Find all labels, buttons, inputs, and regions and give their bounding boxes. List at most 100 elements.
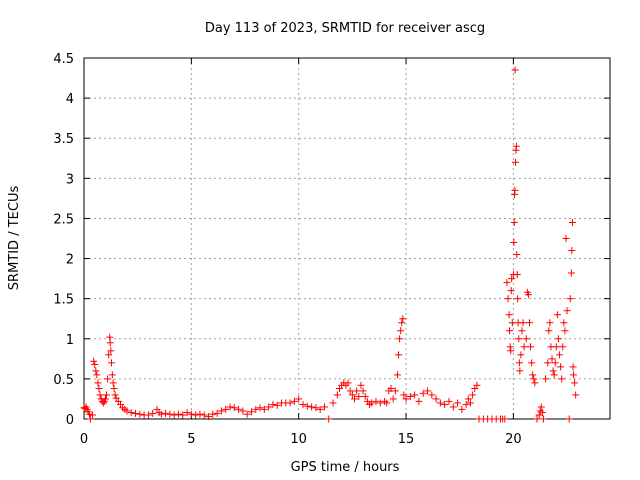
data-point: [344, 379, 352, 387]
data-point: [226, 403, 234, 411]
x-axis-label: GPS time / hours: [291, 460, 400, 475]
data-point: [95, 385, 103, 393]
data-point: [351, 395, 359, 403]
data-point: [372, 397, 380, 405]
data-point: [462, 401, 470, 409]
data-point: [507, 287, 515, 295]
data-point: [269, 401, 277, 409]
data-point: [127, 409, 135, 417]
data-point: [504, 295, 512, 303]
data-point: [213, 409, 221, 417]
data-point: [389, 395, 397, 403]
data-point: [183, 409, 191, 417]
data-point: [419, 389, 427, 397]
data-point: [91, 360, 99, 368]
data-point: [512, 158, 520, 166]
data-point: [346, 387, 354, 395]
y-tick-label: 0: [66, 413, 74, 428]
x-tick-label: 10: [290, 432, 307, 447]
data-point: [94, 379, 102, 387]
data-point: [517, 351, 525, 359]
data-point: [260, 405, 268, 413]
data-point: [290, 397, 298, 405]
data-point: [514, 295, 522, 303]
data-point: [424, 387, 432, 395]
data-point: [123, 407, 131, 415]
data-point: [527, 343, 535, 351]
y-tick-label: 1: [66, 333, 74, 348]
data-point: [473, 381, 481, 389]
y-tick-label: 0.5: [53, 373, 74, 388]
data-point: [520, 343, 528, 351]
data-point: [512, 142, 520, 150]
data-point: [549, 367, 557, 375]
data-point: [398, 319, 406, 327]
points-layer: [80, 66, 580, 423]
data-point: [524, 291, 532, 299]
data-point: [387, 385, 395, 393]
data-point: [510, 218, 518, 226]
data-point: [93, 371, 101, 379]
data-point: [235, 405, 243, 413]
data-point: [519, 319, 527, 327]
data-point: [192, 411, 200, 419]
y-tick-label: 3: [66, 172, 74, 187]
data-point: [89, 411, 97, 419]
data-point: [510, 239, 518, 247]
data-point: [230, 404, 238, 412]
data-point: [464, 395, 472, 403]
data-point: [217, 407, 225, 415]
plot-frame: [83, 57, 611, 420]
data-point: [506, 327, 514, 335]
data-point: [511, 66, 519, 74]
y-tick-label: 4.5: [53, 52, 74, 67]
data-point: [92, 367, 100, 375]
data-point: [396, 335, 404, 343]
data-point: [325, 415, 333, 423]
data-point: [466, 399, 474, 407]
data-point: [393, 371, 401, 379]
data-point: [511, 186, 519, 194]
data-point: [563, 307, 571, 315]
data-point: [96, 391, 104, 399]
data-point: [553, 311, 561, 319]
data-point: [533, 415, 541, 423]
data-point: [320, 403, 328, 411]
grid-layer: [84, 58, 610, 419]
data-point: [329, 399, 337, 407]
data-point: [571, 379, 579, 387]
data-point: [513, 271, 521, 279]
data-point: [383, 399, 391, 407]
data-point: [542, 375, 550, 383]
data-point: [179, 411, 187, 419]
data-point: [561, 327, 569, 335]
data-point: [111, 391, 119, 399]
data-point: [515, 335, 523, 343]
y-tick-label: 1.5: [53, 293, 74, 308]
data-point: [136, 410, 144, 418]
data-point: [399, 315, 407, 323]
data-point: [506, 343, 514, 351]
data-point: [108, 371, 116, 379]
data-point: [273, 401, 281, 409]
data-point: [174, 410, 182, 418]
data-point: [99, 399, 107, 407]
data-point: [86, 415, 94, 423]
data-point: [312, 404, 320, 412]
data-point: [507, 347, 515, 355]
data-point: [432, 395, 440, 403]
x-tick-label: 15: [398, 432, 415, 447]
data-point: [101, 395, 109, 403]
data-point: [402, 395, 410, 403]
data-point: [522, 335, 530, 343]
data-point: [454, 399, 462, 407]
data-point: [107, 359, 115, 367]
data-point: [105, 351, 113, 359]
data-point: [556, 351, 564, 359]
data-point: [531, 379, 539, 387]
data-point: [357, 381, 365, 389]
data-point: [458, 405, 466, 413]
data-point: [525, 319, 533, 327]
y-tick-label: 3.5: [53, 132, 74, 147]
data-point: [568, 247, 576, 255]
